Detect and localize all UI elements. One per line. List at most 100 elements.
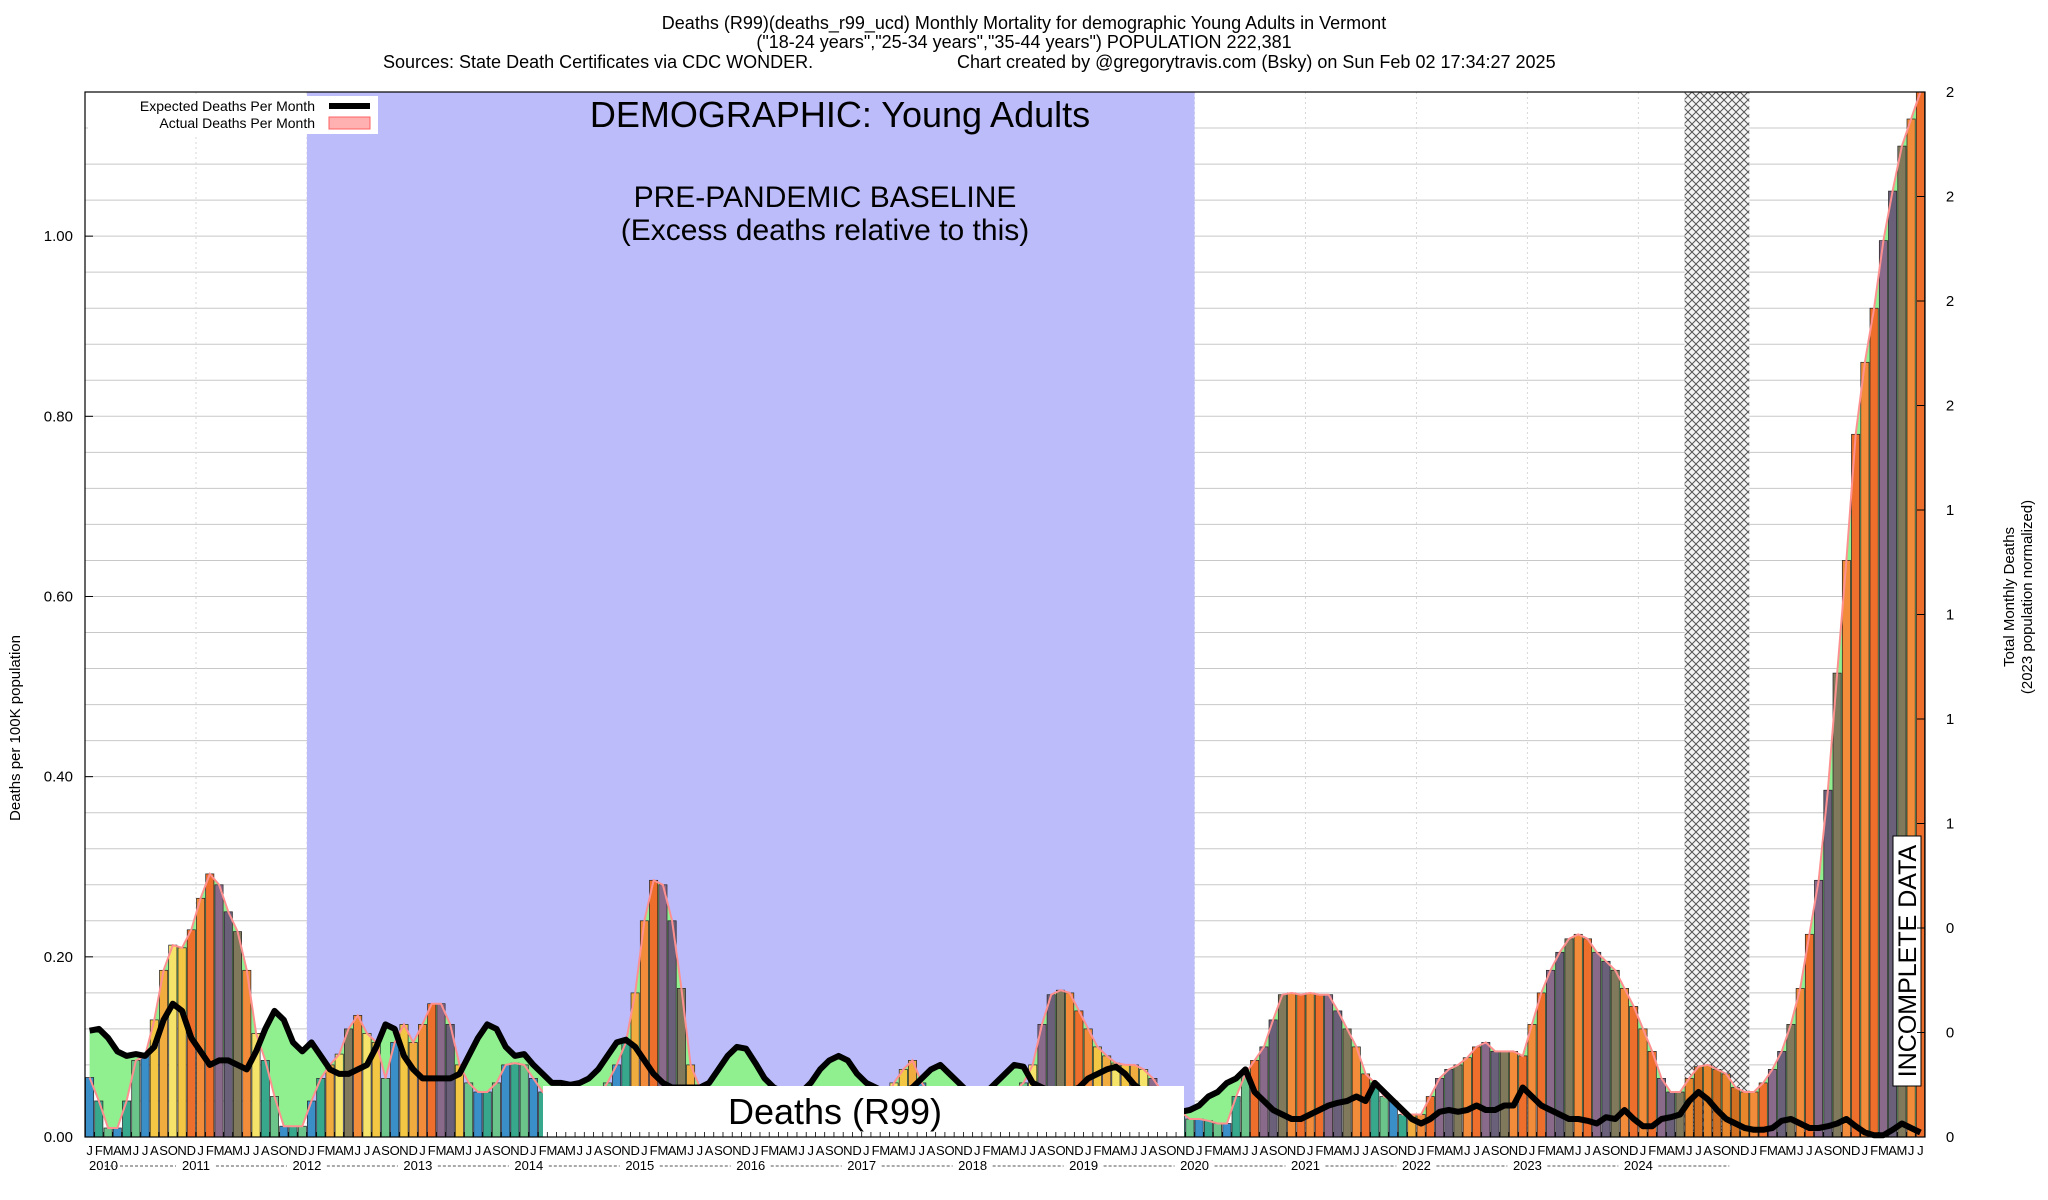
incomplete-label-group: INCOMPLETE DATA [1892,835,1922,1087]
year-label: 2019 [1069,1158,1098,1173]
bar [233,931,242,1138]
bar [501,1064,511,1138]
bar [1351,1046,1361,1138]
bar [519,1064,529,1138]
month-label: F [1204,1143,1212,1158]
bar [353,1015,363,1138]
month-label: S [1824,1143,1833,1158]
month-label: D [1629,1143,1638,1158]
bar [1564,938,1574,1138]
month-label: S [1269,1143,1278,1158]
month-label: N [954,1143,963,1158]
bar [177,947,187,1138]
month-label: A [1223,1143,1232,1158]
month-label: D [1740,1143,1749,1158]
year-label: 2016 [736,1158,765,1173]
month-label: J [1686,1143,1693,1158]
month-label: A [150,1143,159,1158]
month-label: S [492,1143,501,1158]
month-label: A [1149,1143,1158,1158]
month-label: O [1277,1143,1287,1158]
y2-tick-label: 1 [1946,502,1954,519]
month-label: M [343,1143,354,1158]
month-label: A [594,1143,603,1158]
month-label: F [1315,1143,1323,1158]
month-label: F [95,1143,103,1158]
baseline-region [306,92,1195,1137]
bar [1213,1123,1223,1138]
bar [1481,1042,1491,1138]
incomplete-region [1684,92,1750,1137]
bar [1222,1123,1232,1138]
month-label: D [1851,1143,1860,1158]
bar [1804,933,1814,1138]
y-tick-label: 0.80 [44,408,73,425]
bar [223,911,233,1138]
month-label: N [399,1143,408,1158]
credit-text: Chart created by @gregorytravis.com (Bsk… [957,52,1556,72]
month-label: J [1908,1143,1915,1158]
bar [1453,1064,1463,1138]
bar [1583,938,1592,1138]
month-label: A [1481,1143,1490,1158]
y2-axis-label-line2: (2023 population normalized) [2019,500,2036,694]
month-label: A [335,1143,344,1158]
month-label: M [232,1143,243,1158]
month-label: O [1832,1143,1842,1158]
year-label: 2015 [625,1158,654,1173]
month-label: J [1196,1143,1203,1158]
month-label: J [1640,1143,1647,1158]
bar [1841,560,1851,1138]
bar [205,873,215,1138]
baseline-label: PRE-PANDEMIC BASELINE [634,181,1017,214]
month-label: M [1120,1143,1131,1158]
month-label: M [325,1143,336,1158]
month-label: J [86,1143,93,1158]
month-label: D [1296,1143,1305,1158]
month-label: F [1537,1143,1545,1158]
month-label: F [1870,1143,1878,1158]
bar [1823,789,1833,1138]
sources-text: Sources: State Death Certificates via CD… [383,52,813,72]
year-label: 2010 [89,1158,118,1173]
month-label: O [1388,1143,1398,1158]
month-label: J [475,1143,482,1158]
month-label: A [372,1143,381,1158]
month-label: M [103,1143,114,1158]
month-label: J [1751,1143,1758,1158]
y2-tick-label: 0 [1946,920,1954,937]
baseline-sublabel: (Excess deaths relative to this) [621,214,1030,247]
month-label: N [621,1143,630,1158]
month-label: J [1020,1143,1027,1158]
month-label: N [1842,1143,1851,1158]
month-label: F [1648,1143,1656,1158]
y2-tick-label: 0 [1946,1129,1954,1146]
month-label: J [530,1143,537,1158]
chart-subtitle: ("18-24 years","25-34 years","35-44 year… [756,32,1291,52]
bar [325,1064,335,1138]
chart-title: Deaths (R99)(deaths_r99_ucd) Monthly Mor… [662,13,1386,34]
month-label: N [1065,1143,1074,1158]
year-label: 2013 [403,1158,432,1173]
month-label: A [557,1143,566,1158]
month-label: J [465,1143,472,1158]
month-label: D [1518,1143,1527,1158]
bar [1555,951,1565,1138]
month-label: J [808,1143,815,1158]
bar [1342,1028,1352,1138]
month-label: J [1575,1143,1582,1158]
month-label: S [159,1143,168,1158]
bar [1490,1051,1500,1138]
month-label: O [168,1143,178,1158]
month-label: A [705,1143,714,1158]
month-label: A [890,1143,899,1158]
month-label: J [919,1143,926,1158]
bar [288,1125,298,1138]
bar [510,1062,520,1138]
month-label: S [825,1143,834,1158]
year-label: 2021 [1291,1158,1320,1173]
year-label: 2017 [847,1158,876,1173]
month-label: N [1731,1143,1740,1158]
month-label: J [1307,1143,1314,1158]
